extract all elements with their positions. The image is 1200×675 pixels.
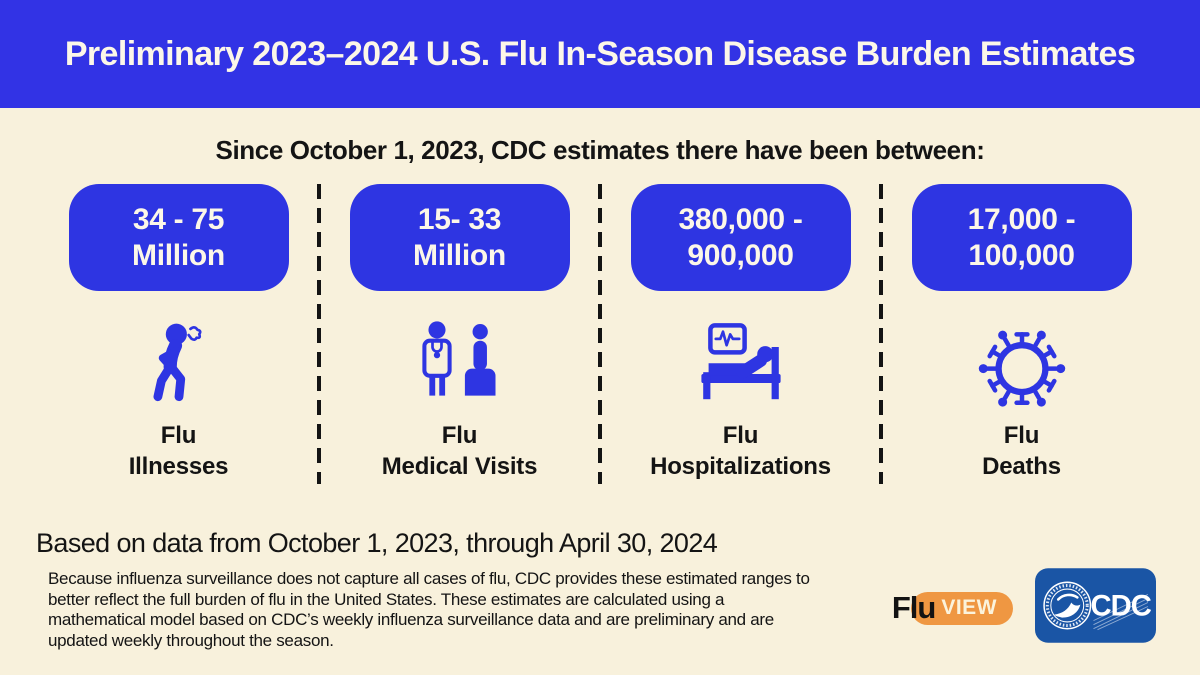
- estimate-unit: 900,000: [687, 238, 794, 272]
- estimate-pill: 34 - 75 Million: [68, 184, 289, 291]
- hospital-bed-icon: [695, 317, 787, 412]
- burden-column-hospitalizations: 380,000 - 900,000 Flu Hospitalizations: [602, 184, 879, 484]
- estimate-unit: Million: [132, 238, 225, 272]
- estimate-range: 380,000 -: [678, 202, 803, 236]
- estimate-range: 15- 33: [417, 202, 502, 236]
- cdc-logo: CDC: [1035, 568, 1156, 648]
- column-divider: [879, 184, 883, 484]
- estimate-pill: 15- 33 Million: [349, 184, 570, 291]
- person-coughing-icon: [135, 317, 223, 412]
- subtitle: Since October 1, 2023, CDC estimates the…: [215, 135, 985, 165]
- column-divider: [317, 184, 321, 484]
- estimate-unit: 100,000: [968, 238, 1075, 272]
- estimate-range: 17,000 -: [967, 202, 1076, 236]
- column-divider: [598, 184, 602, 484]
- fluview-logo-flu-text: Flu: [891, 590, 936, 625]
- doctor-and-patient-icon: [412, 317, 507, 412]
- estimate-pill: 380,000 - 900,000: [630, 184, 851, 291]
- title-banner: Preliminary 2023–2024 U.S. Flu In-Season…: [0, 0, 1200, 108]
- burden-row: 34 - 75 Million Flu Illnesses: [40, 184, 1160, 484]
- flu-hospitalizations-label: Flu Hospitalizations: [650, 422, 831, 480]
- flu-deaths-label: Flu Deaths: [982, 422, 1061, 480]
- fluview-logo: Flu VIEW: [892, 590, 1013, 626]
- flu-illnesses-label: Flu Illnesses: [128, 422, 229, 480]
- burden-column-illnesses: 34 - 75 Million Flu Illnesses: [40, 184, 317, 484]
- data-period-note: Based on data from October 1, 2023, thro…: [36, 528, 718, 558]
- page-title: Preliminary 2023–2024 U.S. Flu In-Season…: [64, 34, 1136, 73]
- burden-column-deaths: 17,000 - 100,000: [883, 184, 1160, 484]
- estimate-pill: 17,000 - 100,000: [911, 184, 1132, 291]
- fluview-logo-view-text: VIEW: [911, 591, 1013, 625]
- estimate-unit: Million: [413, 238, 506, 272]
- burden-column-medical-visits: 15- 33 Million Flu Medical Visi: [321, 184, 598, 484]
- estimate-range: 34 - 75: [132, 202, 225, 236]
- flu-medical-visits-label: Flu Medical Visits: [381, 422, 538, 480]
- virus-icon: [977, 317, 1067, 412]
- svg-text:CDC: CDC: [1091, 591, 1152, 623]
- logo-group: Flu VIEW CDC: [892, 568, 1156, 648]
- disclaimer-text: Because influenza surveillance does not …: [48, 569, 810, 650]
